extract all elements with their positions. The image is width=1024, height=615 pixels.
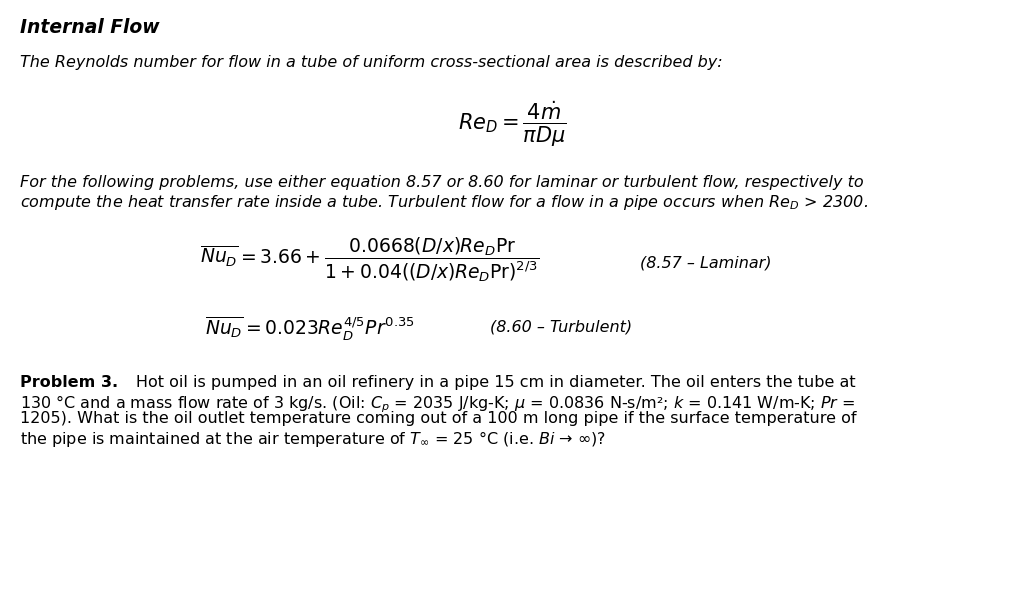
Text: $\overline{Nu_D} = 0.023Re_D^{4/5}Pr^{0.35}$: $\overline{Nu_D} = 0.023Re_D^{4/5}Pr^{0.… xyxy=(205,315,415,343)
Text: (8.60 – Turbulent): (8.60 – Turbulent) xyxy=(490,320,632,335)
Text: (8.57 – Laminar): (8.57 – Laminar) xyxy=(640,255,771,270)
Text: compute the heat transfer rate inside a tube. Turbulent flow for a flow in a pip: compute the heat transfer rate inside a … xyxy=(20,193,868,212)
Text: 1205). What is the oil outlet temperature coming out of a 100 m long pipe if the: 1205). What is the oil outlet temperatur… xyxy=(20,411,856,426)
Text: Hot oil is pumped in an oil refinery in a pipe 15 cm in diameter. The oil enters: Hot oil is pumped in an oil refinery in … xyxy=(100,375,856,390)
Text: $\overline{Nu_D} = 3.66 + \dfrac{0.0668(D/x)Re_D\mathrm{Pr}}{1 + 0.04((D/x)Re_D\: $\overline{Nu_D} = 3.66 + \dfrac{0.0668(… xyxy=(200,235,540,284)
Text: 130 °C and a mass flow rate of 3 kg/s. (Oil: $C_p$ = 2035 J/kg-K; $\mu$ = 0.0836: 130 °C and a mass flow rate of 3 kg/s. (… xyxy=(20,393,855,415)
Text: Problem 3.: Problem 3. xyxy=(20,375,118,390)
Text: Internal Flow: Internal Flow xyxy=(20,18,160,37)
Text: For the following problems, use either equation 8.57 or 8.60 for laminar or turb: For the following problems, use either e… xyxy=(20,175,863,190)
Text: the pipe is maintained at the air temperature of $T_{\infty}$ = 25 °C (i.e. $Bi$: the pipe is maintained at the air temper… xyxy=(20,429,606,449)
Text: $\mathit{Re}_D = \dfrac{4\dot{m}}{\pi D\mu}$: $\mathit{Re}_D = \dfrac{4\dot{m}}{\pi D\… xyxy=(458,100,566,149)
Text: The Reynolds number for flow in a tube of uniform cross-sectional area is descri: The Reynolds number for flow in a tube o… xyxy=(20,55,723,70)
